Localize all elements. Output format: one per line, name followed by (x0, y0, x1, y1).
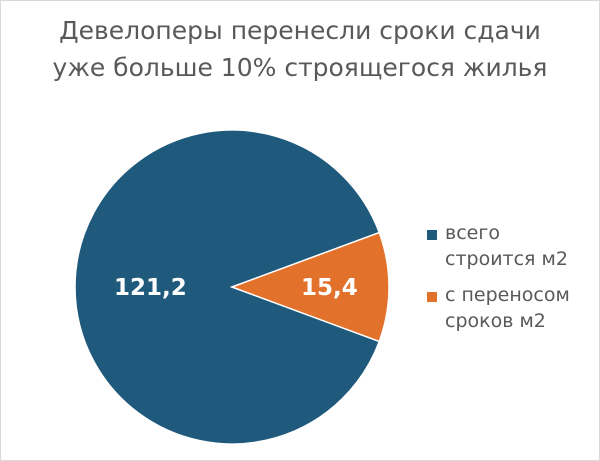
legend: всего строится м2 с переносом сроков м2 (427, 220, 595, 344)
pie-labels: 121,2 15,4 (114, 275, 358, 301)
chart-title-line-2: уже больше 10% строящегося жилья (52, 53, 548, 82)
data-label-postponed: 15,4 (301, 275, 358, 301)
legend-swatch-postponed (427, 292, 437, 302)
legend-label-total: всего строится м2 (445, 222, 568, 270)
chart-title-line-1: Девелоперы перенесли сроки сдачи (59, 16, 541, 45)
pie-slices (74, 129, 390, 445)
legend-item-total: всего строится м2 (427, 220, 595, 272)
pie-slice-total (74, 129, 381, 445)
legend-swatch-total (427, 230, 437, 240)
pie-slice-postponed (229, 231, 390, 343)
legend-label-postponed: с переносом сроков м2 (445, 284, 570, 332)
data-label-total: 121,2 (114, 275, 187, 301)
legend-item-postponed: с переносом сроков м2 (427, 282, 595, 334)
chart-title: Девелоперы перенесли сроки сдачи уже бол… (0, 12, 600, 86)
